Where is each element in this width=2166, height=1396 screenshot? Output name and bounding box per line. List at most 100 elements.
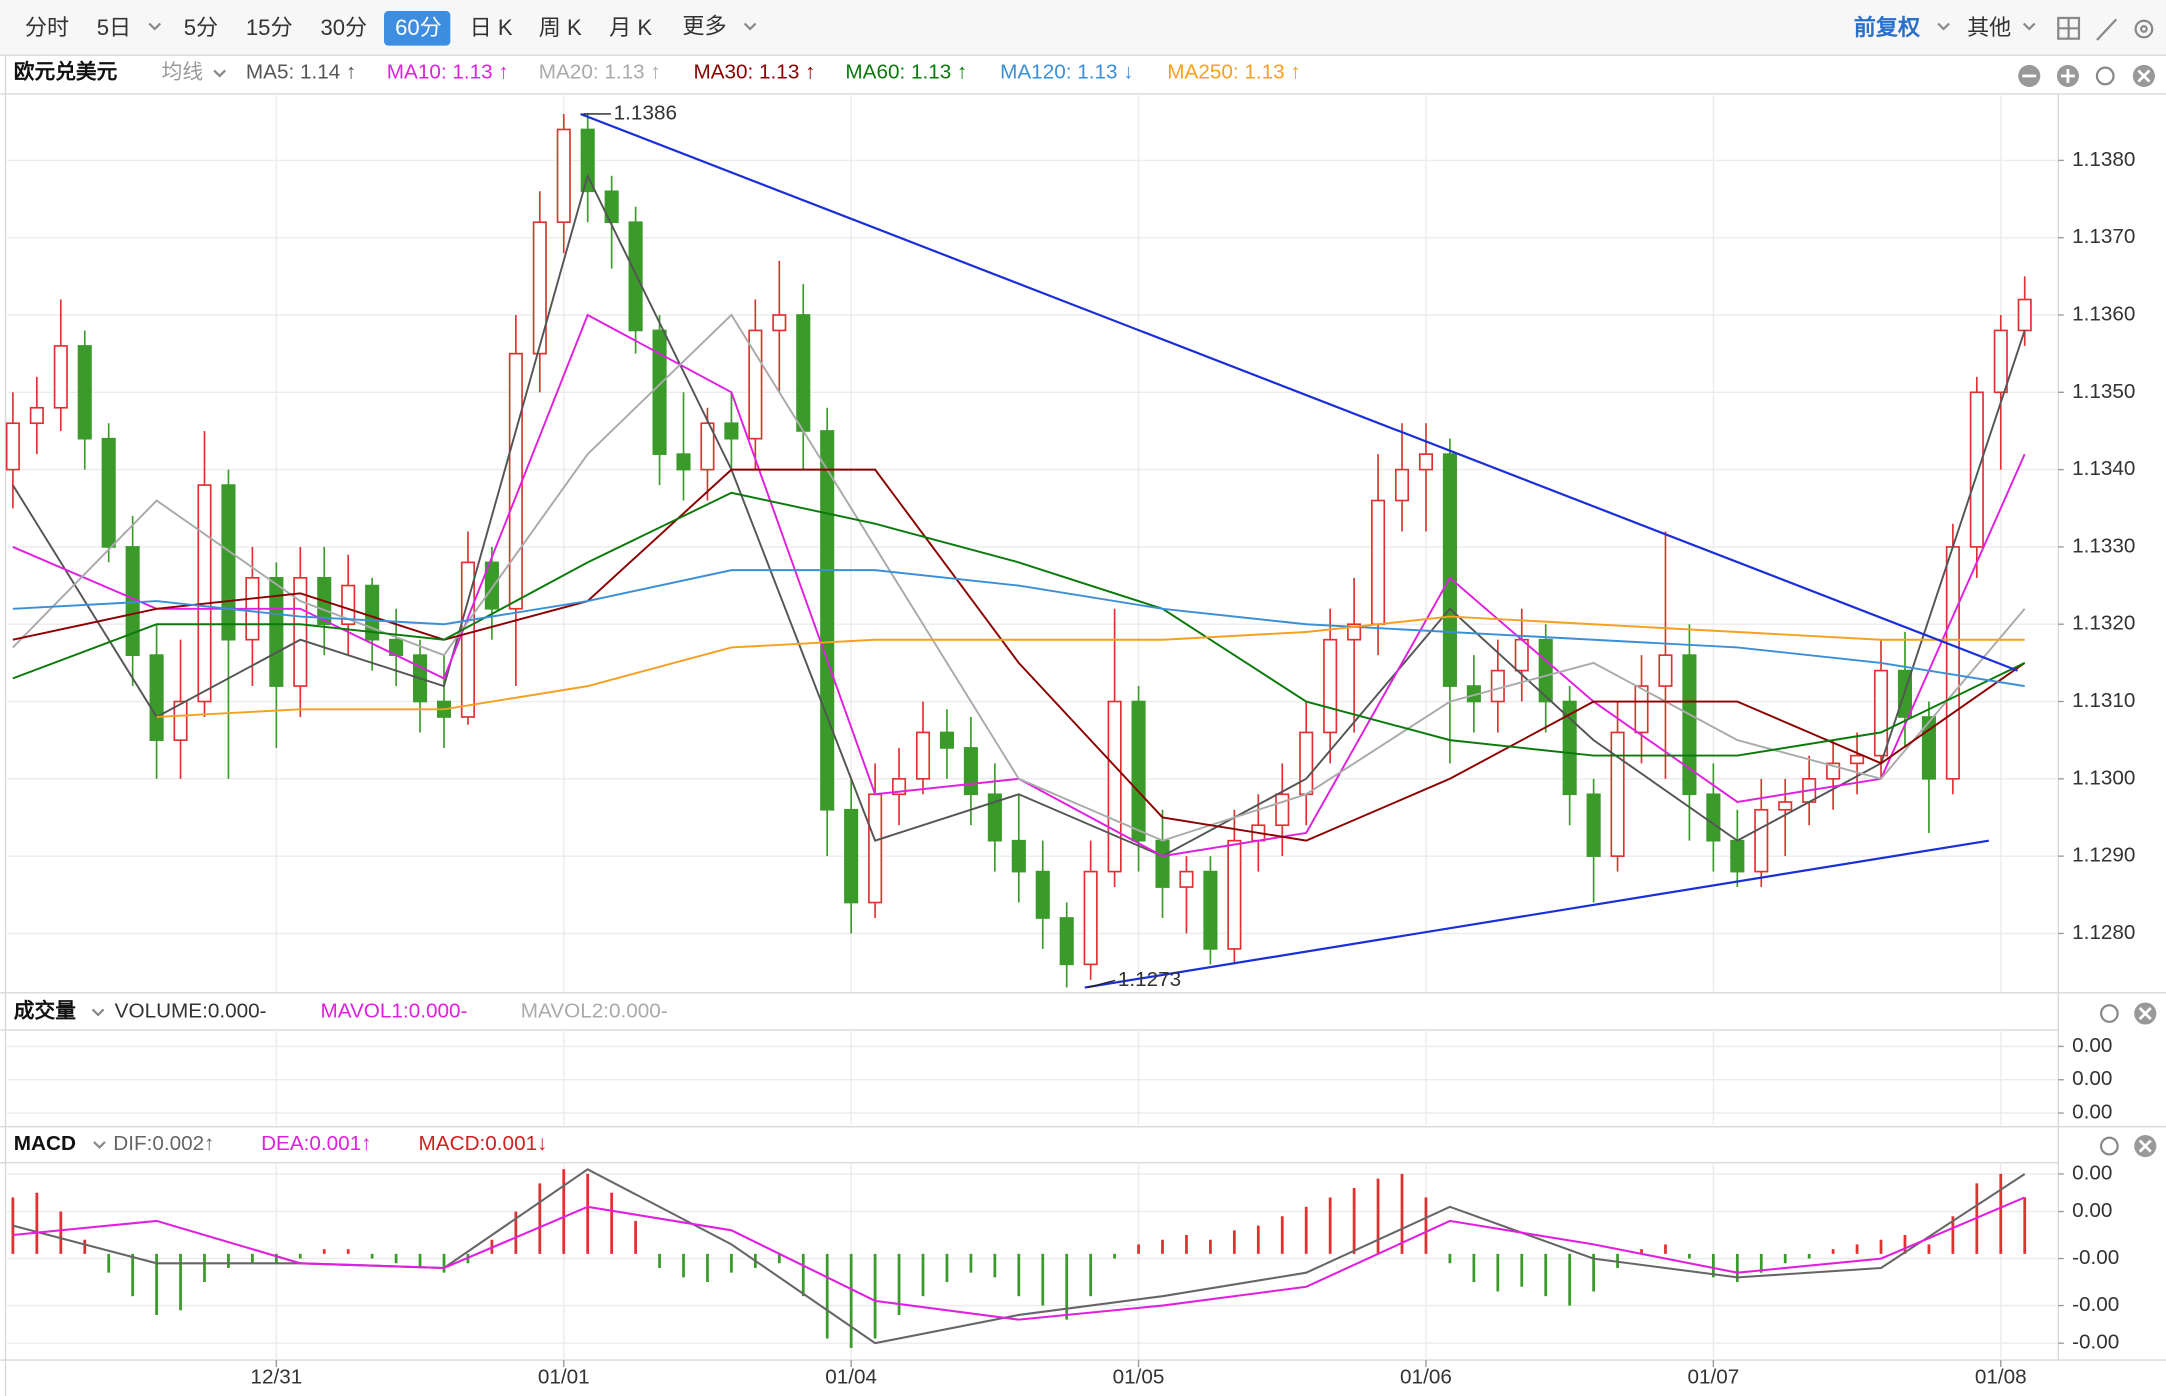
candle-body (1969, 391, 1984, 548)
annotation-arrow (1087, 979, 1116, 989)
ma-line (12, 569, 2025, 688)
candle-body (1610, 731, 1625, 857)
period-tab[interactable]: 月 K (609, 15, 652, 40)
period-tab[interactable]: 15分 (246, 15, 293, 40)
candle-body (1131, 700, 1146, 842)
period-tab[interactable]: 日 K (470, 15, 513, 40)
x-tick-label: 01/01 (538, 1366, 590, 1389)
period-tab[interactable]: 周 K (539, 15, 582, 40)
x-tick-label: 01/07 (1687, 1366, 1739, 1389)
more-button[interactable]: 更多 (682, 13, 726, 38)
candle-body (1490, 669, 1505, 703)
settings-icon[interactable] (2134, 19, 2154, 39)
candle-body (724, 422, 739, 440)
legend-entry: MA60: 1.13 ↑ (845, 61, 967, 84)
candle-body (1299, 731, 1314, 796)
other-button[interactable]: 其他 (1967, 15, 2011, 40)
candle-body (508, 352, 523, 610)
close-icon[interactable] (2134, 1135, 2157, 1158)
x-tick-label: 01/08 (1975, 1366, 2027, 1389)
ma-line (12, 468, 2026, 842)
close-icon[interactable] (2134, 1002, 2157, 1025)
caret (213, 69, 226, 78)
ma-line (12, 313, 2026, 842)
draw-icon[interactable] (2096, 18, 2118, 41)
candle-body (460, 561, 475, 718)
legend-entry: MAVOL2:0.000- (521, 1000, 668, 1023)
candle-body (1706, 793, 1721, 842)
y-tick-label: -0.00 (2072, 1246, 2119, 1269)
candle-body (1945, 546, 1960, 780)
candle-body (1275, 793, 1290, 827)
settings-icon[interactable] (2099, 1136, 2119, 1156)
candle-body (5, 422, 20, 471)
expand-icon[interactable] (2056, 64, 2079, 87)
data-layer: 1.1386 1.1273 (5, 101, 2032, 1348)
y-tick-label: 0.00 (2072, 1034, 2112, 1057)
candle-body (1035, 870, 1050, 919)
y-tick-label: 1.1330 (2072, 534, 2135, 557)
candle-body (963, 747, 978, 796)
candle-body (484, 561, 499, 610)
candle-body (628, 221, 643, 332)
indicator-menu[interactable]: 均线 (162, 61, 203, 84)
candle-body (1730, 839, 1745, 873)
candle-body (1059, 917, 1074, 966)
period-tab[interactable]: 30分 (320, 15, 367, 40)
settings-icon[interactable] (2095, 66, 2115, 86)
grid-icon[interactable] (2057, 16, 2081, 40)
candle-body (868, 793, 883, 904)
candle-body (53, 345, 68, 409)
candle-body (915, 731, 931, 780)
candle-body (149, 654, 164, 742)
legend-entry: MA20: 1.13 ↑ (539, 61, 661, 84)
candle-body (341, 584, 356, 626)
candle-body (820, 430, 835, 811)
x-tick-label: 01/05 (1113, 1366, 1165, 1389)
settings-icon[interactable] (2099, 1004, 2119, 1023)
caret (148, 22, 162, 31)
candle-body (1873, 669, 1889, 757)
candle-body (1586, 793, 1601, 857)
y-tick-label: 1.1300 (2072, 766, 2135, 789)
macd-line (12, 1196, 2026, 1321)
close-icon[interactable] (2132, 64, 2155, 87)
panel-title: 成交量 (14, 999, 76, 1023)
candle-body (101, 437, 116, 548)
candle-body (844, 808, 859, 904)
collapse-icon[interactable] (2018, 64, 2041, 87)
candle-body (532, 221, 547, 355)
y-tick-label: 1.1380 (2072, 148, 2135, 171)
panel-title: MACD (14, 1132, 76, 1155)
candle-body (1371, 499, 1386, 626)
period-tab[interactable]: 分时 (25, 15, 69, 40)
y-tick-label: 1.1320 (2072, 612, 2135, 635)
candle-body (1634, 685, 1649, 734)
candle-body (1682, 654, 1697, 796)
candle-body (604, 190, 619, 224)
adjust-button[interactable]: 前复权 (1854, 15, 1921, 40)
caret (93, 1141, 106, 1150)
legend-entry: MA10: 1.13 ↑ (387, 61, 509, 84)
candle-body (1778, 801, 1793, 811)
panel-title: 欧元兑美元 (14, 60, 118, 84)
candle-body (1083, 870, 1098, 966)
candle-body (1418, 453, 1434, 471)
y-tick-label: 1.1340 (2072, 457, 2135, 480)
period-tab[interactable]: 5日 (97, 15, 131, 40)
period-tab[interactable]: 5分 (184, 15, 218, 40)
candle-body (939, 731, 955, 749)
toolbar (0, 0, 2166, 56)
legend-entry: MA5: 1.14 ↑ (246, 61, 357, 84)
y-tick-label: 0.00 (2072, 1199, 2112, 1222)
y-tick-label: 1.1350 (2072, 380, 2135, 403)
candle-body (1658, 654, 1673, 687)
selected-tab (384, 11, 451, 46)
period-tab[interactable]: 60分 (395, 15, 442, 40)
legend-entry: DIF:0.002↑ (113, 1132, 214, 1155)
y-tick-label: 0.00 (2072, 1161, 2112, 1184)
candle-body (1993, 329, 2008, 394)
candle-body (1227, 839, 1242, 950)
